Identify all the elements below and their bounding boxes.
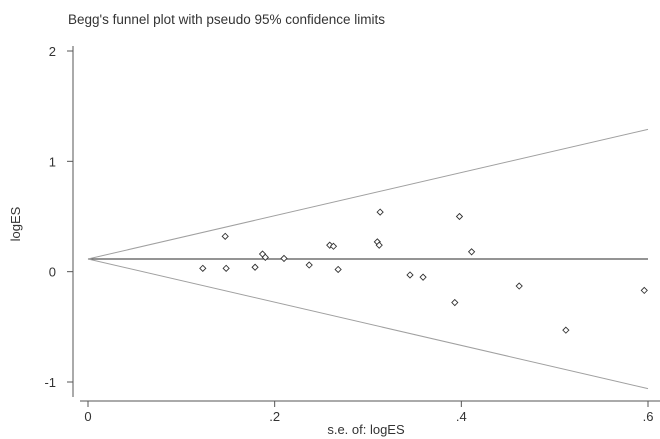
study-point bbox=[334, 265, 342, 274]
x-tick-label: .6 bbox=[643, 409, 654, 424]
study-point bbox=[221, 232, 229, 240]
upper-confidence-limit bbox=[87, 128, 649, 260]
x-axis-label: s.e. of: logES bbox=[327, 422, 405, 437]
y-tick-label: 0 bbox=[49, 265, 56, 280]
y-axis-label: logES bbox=[8, 206, 23, 241]
study-point bbox=[376, 208, 384, 216]
study-point bbox=[375, 241, 383, 249]
study-point bbox=[640, 286, 648, 295]
study-point bbox=[455, 212, 464, 221]
study-point bbox=[251, 263, 259, 271]
study-point bbox=[261, 253, 269, 261]
x-tick-label: .4 bbox=[456, 409, 467, 424]
study-point bbox=[406, 271, 414, 279]
study-point bbox=[199, 264, 207, 272]
study-point bbox=[329, 242, 338, 250]
y-tick-label: 1 bbox=[49, 154, 56, 169]
study-point bbox=[419, 273, 427, 281]
x-tick-label: 0 bbox=[84, 409, 91, 424]
study-point bbox=[467, 248, 476, 256]
study-point bbox=[280, 254, 288, 263]
study-point bbox=[222, 264, 230, 272]
x-tick-label: .2 bbox=[269, 409, 280, 424]
study-point bbox=[562, 326, 570, 334]
y-axis-ticks: -1 0 1 2 bbox=[44, 44, 73, 390]
y-tick-label: 2 bbox=[49, 44, 56, 59]
study-points bbox=[199, 208, 648, 334]
plot-area bbox=[72, 46, 660, 402]
y-tick-label: -1 bbox=[44, 375, 56, 390]
chart-title: Begg's funnel plot with pseudo 95% confi… bbox=[68, 12, 385, 27]
study-point bbox=[305, 261, 313, 269]
study-point bbox=[515, 282, 523, 290]
x-axis-ticks: 0 .2 .4 .6 bbox=[84, 401, 653, 424]
study-point bbox=[451, 298, 459, 307]
lower-confidence-limit bbox=[87, 258, 649, 390]
